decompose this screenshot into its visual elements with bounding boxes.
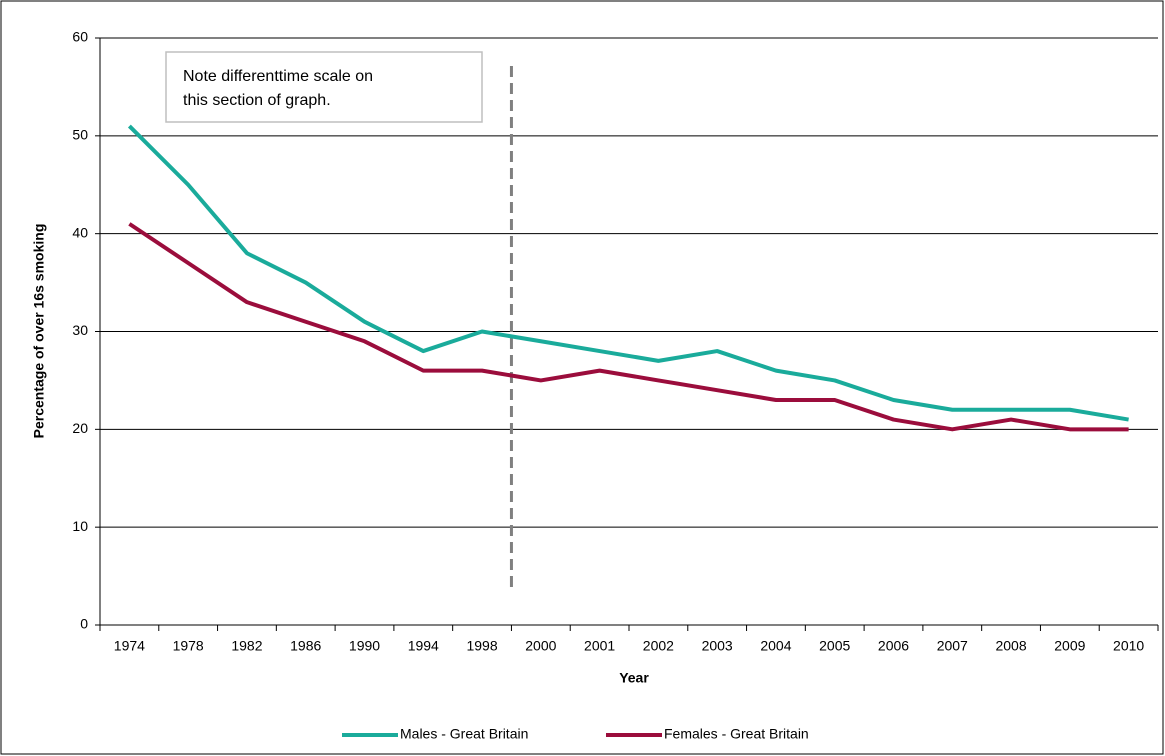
x-tick-label: 2008 [995,638,1026,654]
x-tick-label: 2001 [584,638,615,654]
x-tick-label: 1990 [349,638,380,654]
x-tick-label: 2002 [643,638,674,654]
x-tick-label: 2010 [1113,638,1144,654]
x-tick-label: 2005 [819,638,850,654]
y-axis-title: Percentage of over 16s smoking [31,224,47,439]
y-tick-label: 20 [72,420,88,436]
y-tick-label: 50 [72,127,88,143]
legend-label: Males - Great Britain [400,726,528,742]
x-tick-label: 1998 [466,638,497,654]
x-tick-label: 1994 [408,638,439,654]
y-tick-label: 10 [72,518,88,534]
series-line [127,124,1129,422]
series-line [128,222,1129,432]
x-tick-label: 1986 [290,638,321,654]
x-tick-label: 1982 [231,638,262,654]
x-tick-label: 2003 [702,638,733,654]
x-tick-label: 2007 [937,638,968,654]
x-tick-label: 2009 [1054,638,1085,654]
y-tick-label: 40 [72,224,88,240]
x-tick-label: 2004 [760,638,791,654]
y-tick-label: 60 [72,29,88,45]
x-tick-label: 2000 [525,638,556,654]
y-tick-label: 0 [80,616,88,632]
y-tick-label: 30 [72,322,88,338]
note-text: this section of graph. [183,92,331,109]
legend-label: Females - Great Britain [664,726,809,742]
x-tick-label: 1978 [173,638,204,654]
x-axis-title: Year [619,670,649,686]
x-tick-label: 1974 [114,638,145,654]
note-text: Note differenttime scale on [183,68,373,85]
note-box [165,51,483,123]
x-tick-label: 2006 [878,638,909,654]
